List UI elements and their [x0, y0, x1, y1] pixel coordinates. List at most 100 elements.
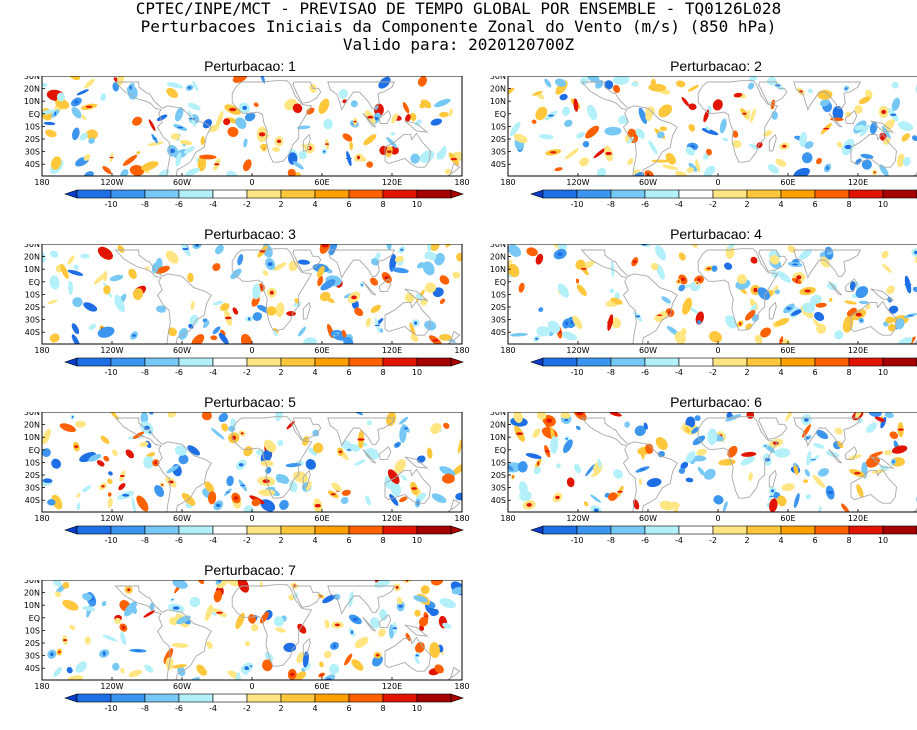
perturbation-cell [124, 601, 137, 617]
perturbation-cell [76, 493, 81, 498]
perturbation-cell [198, 580, 205, 585]
colorbar-label: 6 [346, 536, 351, 545]
perturbation-cell [448, 108, 454, 117]
colorbar-label: -2 [709, 368, 717, 377]
colorbar-segment [280, 189, 316, 199]
colorbar-label: 6 [346, 368, 351, 377]
colorbar-segment [314, 525, 350, 535]
perturbation-cell [884, 412, 894, 419]
perturbation-cell [107, 492, 112, 497]
coastline [768, 133, 777, 152]
perturbation-core [403, 427, 408, 430]
perturbation-cell [785, 412, 795, 422]
header-line-2: Perturbacoes Iniciais da Componente Zona… [140, 17, 777, 36]
longitude-label: 180 [500, 346, 515, 355]
perturbation-cell [413, 595, 428, 603]
perturbation-cell [886, 285, 895, 295]
perturbation-core [122, 493, 130, 497]
perturbation-cell [102, 634, 118, 642]
perturbation-cell [266, 306, 277, 316]
perturbation-cell [713, 495, 724, 505]
perturbation-cell [604, 80, 614, 90]
perturbation-cell [644, 170, 654, 176]
perturbation-cell [297, 259, 310, 265]
coastline [384, 300, 431, 336]
perturbation-cell [634, 425, 646, 437]
perturbation-cell [585, 463, 596, 477]
perturbation-core [353, 120, 357, 123]
perturbation-cell [566, 477, 575, 488]
perturbation-cell [108, 471, 113, 476]
perturbation-core [753, 287, 758, 293]
perturbation-cell [42, 428, 51, 445]
perturbation-cell [583, 501, 589, 507]
perturbation-cell [741, 451, 757, 457]
perturbation-core [546, 418, 552, 423]
colorbar-label: -8 [141, 704, 149, 713]
perturbation-core [690, 145, 695, 149]
coastline [302, 637, 311, 656]
perturbation-cell [434, 252, 445, 266]
perturbation-cell [273, 327, 279, 334]
perturbation-cell [532, 428, 541, 438]
perturbation-cell [696, 448, 707, 456]
coastline [378, 446, 392, 460]
perturbation-core [216, 611, 223, 614]
perturbation-cell [727, 445, 738, 458]
perturbation-cell [596, 167, 607, 176]
perturbation-cell [804, 141, 814, 149]
perturbation-cell [688, 162, 698, 172]
perturbation-cell [365, 317, 372, 328]
coastline [850, 300, 897, 336]
coastline [793, 417, 862, 447]
colorbar-segment [280, 693, 316, 703]
perturbation-core [248, 317, 251, 321]
perturbation-core [188, 86, 192, 89]
perturbation-cell [84, 636, 91, 645]
perturbation-core [804, 417, 809, 422]
coastline [362, 616, 377, 632]
coastline [362, 112, 377, 128]
longitude-label: 60W [173, 346, 191, 355]
colorbar-label: -2 [243, 536, 251, 545]
perturbation-cell [834, 427, 843, 435]
colorbar-label: -8 [141, 536, 149, 545]
perturbation-cell [206, 640, 213, 650]
perturbation-cell [244, 641, 251, 647]
perturbation-cell [819, 99, 830, 107]
perturbation-cell [560, 412, 571, 419]
perturbation-cell [378, 628, 386, 637]
perturbation-cell [439, 111, 449, 118]
perturbation-core [535, 337, 539, 340]
perturbation-cell [260, 611, 269, 624]
perturbation-cell [685, 451, 696, 463]
perturbation-core [357, 155, 360, 160]
perturbation-cell [354, 459, 366, 466]
colorbar-label: 4 [312, 200, 317, 209]
colorbar-label: -2 [243, 200, 251, 209]
coastline [758, 81, 788, 104]
perturbation-cell [244, 112, 256, 122]
perturbation-cell [253, 102, 259, 107]
colorbar-label: -2 [709, 200, 717, 209]
perturbation-cell [47, 499, 56, 506]
perturbation-cell [227, 126, 239, 137]
perturbation-cell [612, 84, 621, 93]
perturbation-cell [579, 157, 590, 167]
coastline [828, 112, 843, 128]
header-line-1: CPTEC/INPE/MCT - PREVISAO DE TEMPO GLOBA… [135, 0, 782, 18]
perturbation-cell [149, 602, 155, 611]
panel-perturbacao-4: Perturbacao: 4 30N 20N 10N EQ 10S 20S 30S 40S 180… [486, 226, 917, 391]
perturbation-core [58, 650, 61, 654]
perturbation-cell [674, 331, 686, 344]
perturbation-map: 30N 20N 10N EQ 10S 20S 30S 40S 180 120W 60W 0 60E 120… [24, 412, 470, 545]
perturbation-cell [774, 448, 791, 458]
perturbation-cell [252, 312, 263, 321]
perturbation-cell [538, 307, 544, 312]
perturbation-cell [171, 664, 187, 669]
perturbation-cell [793, 167, 810, 176]
colorbar-segment [848, 357, 884, 367]
perturbation-cell [323, 118, 333, 130]
colorbar-segment [576, 189, 612, 199]
colorbar-label: 6 [812, 368, 817, 377]
